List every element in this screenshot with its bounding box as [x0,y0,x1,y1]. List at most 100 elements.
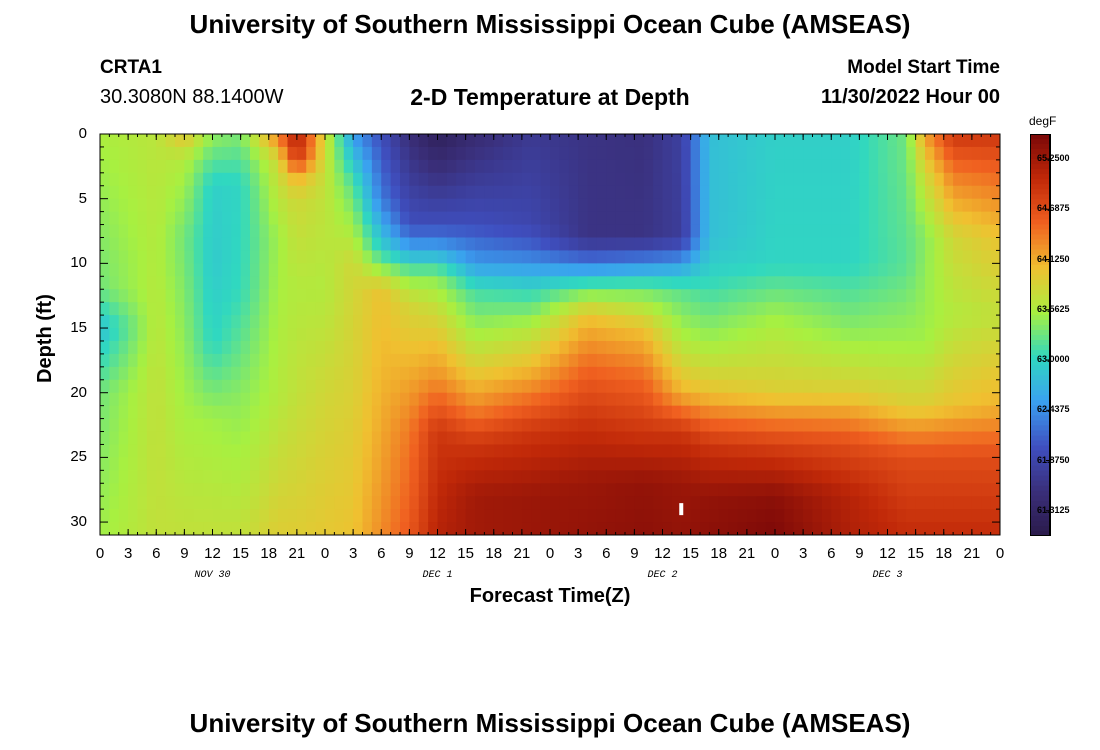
heatmap-cell [193,457,204,471]
heatmap-cell [137,431,148,446]
heatmap-cell [793,211,804,226]
heatmap-cell [962,392,973,407]
heatmap-cell [390,405,401,420]
heatmap-cell [831,276,842,290]
heatmap-cell [409,198,420,213]
heatmap-cell [325,315,335,329]
heatmap-cell [615,159,626,174]
heatmap-cell [643,483,654,497]
heatmap-cell [587,379,598,394]
heatmap-cell [671,379,682,394]
heatmap-cell [840,405,851,420]
heatmap-cell [859,340,870,355]
heatmap-cell [446,185,457,200]
heatmap-cell [128,302,139,316]
heatmap-cell [146,146,157,161]
heatmap-cell [184,457,195,471]
colorbar-segment [1030,505,1050,512]
colorbar-segment [1030,465,1050,472]
heatmap-cell [934,405,945,420]
heatmap-cell [868,379,879,394]
heatmap-cell [962,509,973,523]
heatmap-cell [812,340,823,355]
heatmap-cell [203,315,214,329]
heatmap-cell [137,134,148,148]
heatmap-cell [334,237,345,252]
heatmap-cell [821,185,832,200]
heatmap-cell [775,237,785,252]
heatmap-cell [840,366,851,381]
heatmap-cell [850,418,860,433]
x-tick-label: 12 [204,545,221,562]
heatmap-cell [540,353,551,368]
heatmap-cell [643,392,654,407]
heatmap-cell [718,340,729,355]
heatmap-cell [446,392,457,407]
heatmap-cell [250,224,260,239]
colorbar-segment [1030,510,1050,517]
heatmap-cell [756,198,767,213]
heatmap-cell [278,250,289,264]
heatmap-cell [559,483,570,497]
heatmap-cell [700,379,710,394]
heatmap-cell [184,379,195,394]
heatmap-cell [943,237,954,252]
heatmap-cell [212,198,223,213]
heatmap-cell [128,211,139,226]
heatmap-cell [784,392,795,407]
heatmap-cell [625,353,635,368]
heatmap-cell [653,340,664,355]
heatmap-cell [878,211,889,226]
heatmap-cell [175,366,185,381]
heatmap-cell [981,405,992,420]
heatmap-cell [503,457,514,471]
heatmap-cell [484,250,495,264]
heatmap-cell [568,431,579,446]
heatmap-cell [728,405,739,420]
heatmap-cell [203,444,214,458]
heatmap-cell [709,418,720,433]
heatmap-cell [625,134,635,148]
heatmap-cell [728,379,739,394]
x-tick-label: 6 [152,545,161,562]
heatmap-cell [690,431,701,446]
heatmap-cell [943,263,954,277]
heatmap-cell [793,224,804,239]
heatmap-cell [653,457,664,471]
heatmap-cell [634,263,645,277]
heatmap-cell [615,405,626,420]
heatmap-cell [531,509,542,523]
heatmap-cell [259,289,270,303]
heatmap-cell [596,302,607,316]
heatmap-cell [662,198,673,213]
heatmap-cell [896,418,907,433]
heatmap-cell [587,159,598,174]
heatmap-cell [625,405,635,420]
heatmap-cell [221,431,232,446]
heatmap-cell [953,470,964,484]
heatmap-cell [653,146,664,161]
heatmap-cell [934,483,945,497]
heatmap-cell [887,237,898,252]
heatmap-cell [278,276,289,290]
heatmap-cell [625,444,635,458]
heatmap-cell [175,522,185,535]
heatmap-cell [746,146,757,161]
heatmap-cell [484,315,495,329]
heatmap-cell [896,211,907,226]
heatmap-cell [868,457,879,471]
heatmap-cell [484,134,495,148]
heatmap-cell [587,328,598,342]
heatmap-cell [943,198,954,213]
heatmap-cell [156,237,167,252]
heatmap-cell [437,483,448,497]
heatmap-cell [784,522,795,535]
heatmap-cell [400,211,410,226]
heatmap-cell [418,276,429,290]
heatmap-cell [587,302,598,316]
heatmap-cell [784,315,795,329]
heatmap-cell [840,172,851,187]
heatmap-cell [353,522,364,535]
heatmap-cell [578,522,589,535]
heatmap-cell [615,211,626,226]
